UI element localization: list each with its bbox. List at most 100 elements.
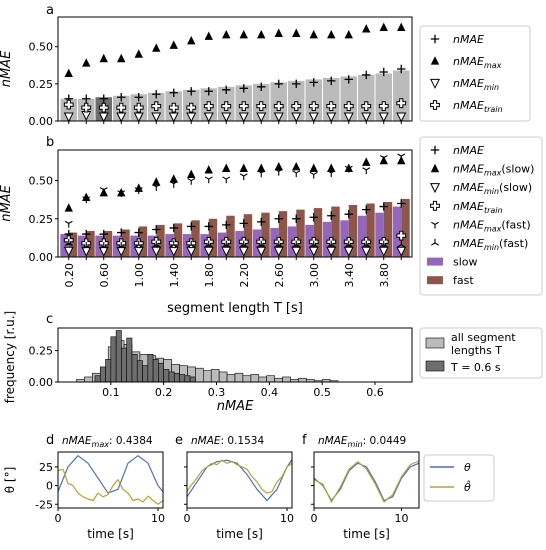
c-hist-bar-all bbox=[282, 376, 291, 383]
b-nmae-min-fast--marker bbox=[152, 240, 161, 248]
a-nmae-train-marker bbox=[133, 102, 144, 113]
a-nmae-max-marker bbox=[82, 58, 91, 67]
b-bar-slow bbox=[112, 235, 122, 257]
b-nmae-max-fast--marker bbox=[292, 170, 301, 178]
a-nmae-min-marker bbox=[273, 112, 284, 123]
b-nmae-min-fast--marker bbox=[292, 240, 301, 248]
d-title: nMAEmax: 0.4384 bbox=[62, 435, 153, 449]
f-legend-label: θ̂ bbox=[464, 480, 471, 494]
b-xtick-label: 1.80 bbox=[203, 263, 216, 288]
f-xtick-label: 10 bbox=[395, 512, 409, 525]
b-legend-marker bbox=[430, 145, 440, 155]
c-axes-frame bbox=[57, 327, 413, 383]
c-hist-bar-all bbox=[202, 370, 212, 383]
a-nmae-train-marker bbox=[81, 102, 92, 113]
b-nmae-max-slow--marker bbox=[362, 157, 371, 166]
panel-a: 0.000.250.50nMAEanMAEnMAEmaxnMAEminnMAEt… bbox=[0, 3, 531, 128]
b-xtick-label: 3.80 bbox=[378, 263, 391, 288]
b-nmae-max-fast--marker bbox=[117, 190, 126, 197]
b-nmae-max-fast--marker bbox=[239, 173, 248, 181]
a-nmae-train-marker bbox=[291, 101, 302, 112]
a-nmae-marker bbox=[187, 87, 196, 96]
a-nmae-min-marker bbox=[98, 112, 109, 123]
b-bar-slow bbox=[200, 234, 209, 257]
c-xtick-label: 0.2 bbox=[155, 386, 173, 399]
b-bar-slow bbox=[95, 235, 104, 257]
a-nmae-marker bbox=[99, 94, 108, 103]
b-ytick-label: 0.00 bbox=[29, 251, 54, 264]
b-legend-marker bbox=[429, 183, 441, 194]
a-nmae-marker bbox=[134, 93, 143, 102]
b-nmae-marker bbox=[327, 211, 336, 220]
d-axes-frame bbox=[57, 451, 164, 509]
b-bar-slow bbox=[147, 235, 157, 257]
b-bar-slow bbox=[60, 234, 69, 257]
a-legend-box bbox=[419, 25, 531, 122]
e-panel-label: e bbox=[175, 433, 183, 448]
a-nmae-marker bbox=[82, 94, 91, 103]
b-bar-fast bbox=[296, 209, 305, 257]
a-legend-label: nMAE bbox=[453, 33, 484, 46]
a-nmae-min-marker bbox=[396, 112, 407, 123]
c-hist-bar-t06 bbox=[105, 359, 112, 383]
d-title-name: nMAE bbox=[62, 435, 92, 447]
b-legend-marker bbox=[431, 238, 439, 246]
b-bar-slow bbox=[322, 221, 332, 257]
a-nmae-marker bbox=[274, 79, 283, 89]
b-legend-label-sub: train bbox=[484, 206, 503, 215]
a-nmae-min-marker bbox=[63, 112, 74, 123]
b-nmae-marker bbox=[274, 214, 283, 223]
b-nmae-min-fast--marker bbox=[64, 239, 73, 246]
a-bar bbox=[358, 74, 375, 121]
a-nmae-min-marker bbox=[186, 112, 197, 123]
c-hist-bar-t06 bbox=[99, 366, 106, 383]
b-bar-fast bbox=[243, 214, 253, 257]
a-nmae-max-marker bbox=[292, 28, 301, 37]
b-nmae-max-fast--marker bbox=[169, 181, 178, 188]
a-ytick-label: 0.25 bbox=[29, 78, 54, 91]
b-nmae-max-slow--marker bbox=[222, 163, 231, 172]
b-ytick-label: 0.50 bbox=[29, 175, 54, 188]
a-nmae-marker bbox=[327, 76, 336, 86]
b-nmae-marker bbox=[117, 228, 126, 237]
b-nmae-max-fast--marker bbox=[362, 167, 371, 175]
f-title-sub: min bbox=[348, 440, 363, 449]
b-legend-label: fast bbox=[453, 274, 474, 287]
b-nmae-marker bbox=[397, 199, 406, 208]
b-nmae-marker bbox=[222, 220, 231, 230]
b-bar-fast bbox=[401, 198, 410, 257]
b-nmae-min-fast--marker bbox=[397, 240, 406, 248]
a-nmae-min-marker bbox=[238, 112, 249, 123]
a-nmae-train-marker bbox=[151, 101, 162, 112]
b-nmae-max-slow--marker bbox=[64, 203, 73, 212]
b-nmae-min-fast--marker bbox=[99, 242, 108, 249]
c-hist-bar-t06 bbox=[142, 365, 149, 383]
b-nmae-marker bbox=[344, 210, 353, 219]
b-nmae-max-slow--marker bbox=[274, 162, 283, 171]
a-nmae-min-marker bbox=[343, 112, 354, 123]
b-xtick-label: 2.20 bbox=[238, 263, 251, 288]
b-bar-fast bbox=[173, 223, 183, 257]
a-nmae-min-marker bbox=[151, 112, 162, 123]
b-nmae-max-slow--marker bbox=[309, 163, 318, 172]
a-nmae-train-marker bbox=[186, 102, 197, 113]
b-nmae-max-slow--marker bbox=[82, 192, 91, 201]
f-title-value: : 0.0449 bbox=[363, 435, 407, 447]
a-nmae-min-marker bbox=[168, 112, 179, 123]
a-nmae-train-marker bbox=[221, 101, 232, 112]
b-bar-slow bbox=[340, 220, 349, 257]
b-nmae-max-fast--marker bbox=[309, 171, 318, 179]
c-hist-bar-all bbox=[218, 371, 228, 383]
b-nmae-max-fast--marker bbox=[327, 170, 336, 178]
b-nmae-min-slow--marker bbox=[291, 246, 302, 257]
b-legend-marker bbox=[431, 221, 439, 229]
a-nmae-max-marker bbox=[362, 24, 371, 33]
a-nmae-min-marker bbox=[133, 112, 144, 123]
a-nmae-marker bbox=[309, 78, 318, 87]
b-nmae-min-fast--marker bbox=[274, 240, 283, 248]
c-hist-bar-t06 bbox=[163, 369, 170, 383]
b-nmae-min-fast--marker bbox=[82, 242, 91, 249]
